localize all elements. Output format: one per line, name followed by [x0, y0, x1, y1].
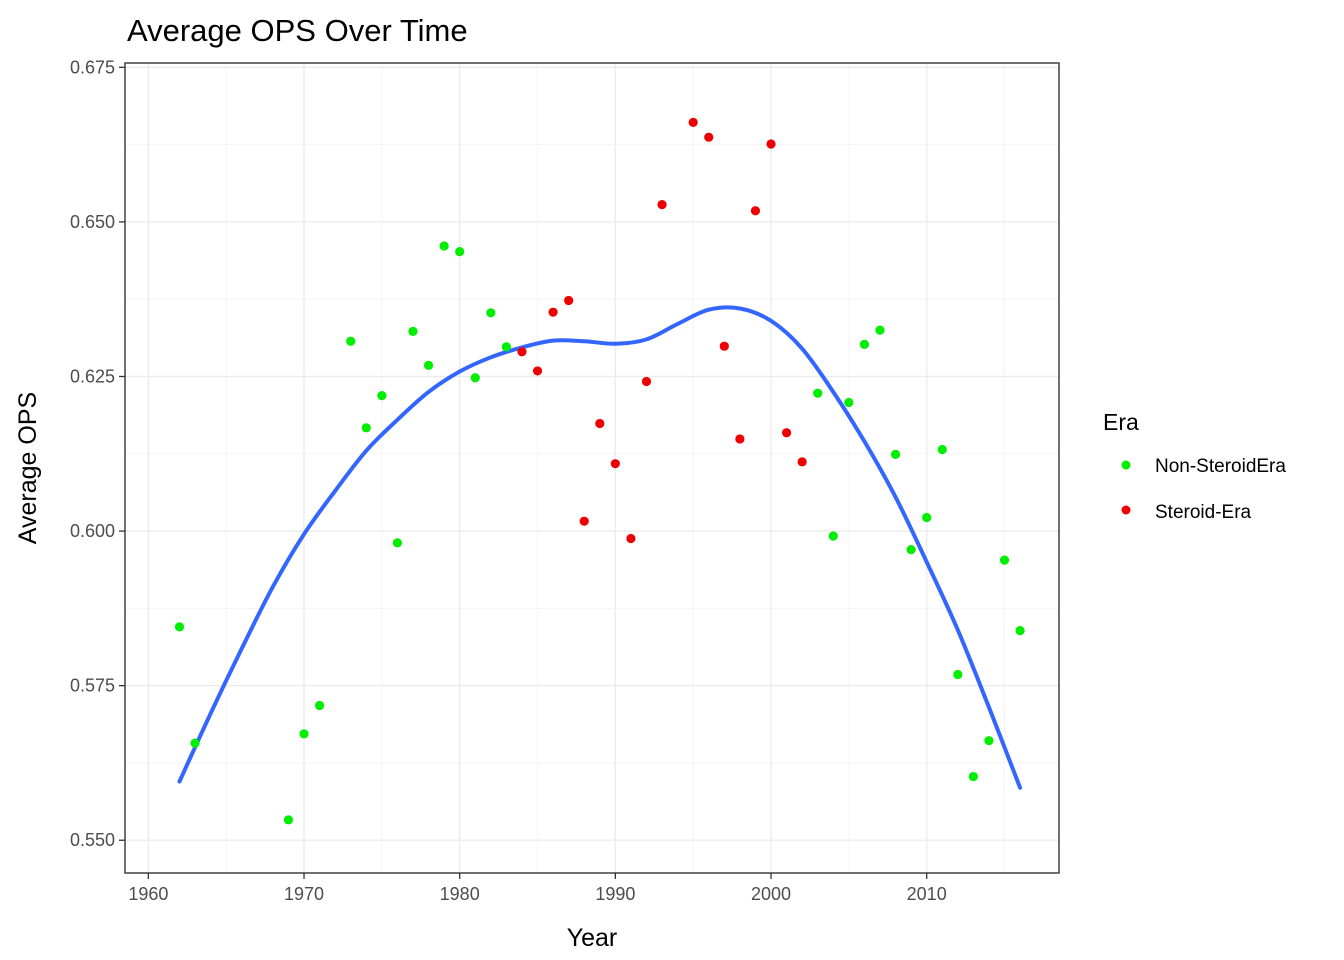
point-non-steroidera-1963 [190, 738, 200, 748]
x-axis-title: Year [567, 924, 618, 952]
legend-label-steroid: Steroid-Era [1155, 502, 1252, 523]
point-steroid-era-1996 [704, 132, 714, 142]
point-non-steroidera-2005 [844, 397, 854, 408]
legend-key-steroid [1121, 505, 1131, 515]
point-steroid-era-1988 [579, 516, 589, 526]
x-tick-label: 1990 [595, 884, 635, 904]
point-steroid-era-2001 [781, 428, 792, 438]
point-non-steroidera-2016 [1015, 626, 1025, 636]
x-tick-label: 2000 [751, 884, 791, 904]
point-non-steroidera-1969 [283, 815, 294, 825]
point-non-steroidera-2004 [828, 531, 838, 541]
data-points [174, 117, 1025, 825]
y-tick-label: 0.675 [70, 57, 115, 77]
x-tick-label: 1980 [440, 884, 480, 904]
point-non-steroidera-1976 [392, 538, 403, 548]
point-steroid-era-1985 [532, 366, 543, 376]
y-axis: 0.550 0.575 0.600 0.625 0.650 0.675 [70, 57, 125, 850]
point-non-steroidera-2015 [999, 555, 1010, 565]
point-steroid-era-2002 [797, 457, 807, 467]
point-steroid-era-1995 [688, 117, 698, 127]
point-steroid-era-1997 [719, 341, 729, 351]
point-non-steroidera-1971 [314, 700, 325, 711]
point-non-steroidera-1983 [501, 342, 511, 352]
plot-panel-border [124, 62, 1060, 874]
x-tick-label: 1970 [284, 884, 324, 904]
point-steroid-era-1998 [735, 434, 745, 444]
point-steroid-era-1999 [750, 206, 761, 216]
chart-title: Average OPS Over Time [127, 13, 468, 48]
legend: Era Non-SteroidEra Steroid-Era [1103, 409, 1286, 523]
legend-title: Era [1103, 409, 1139, 435]
x-tick-label: 1960 [128, 884, 168, 904]
y-tick-label: 0.575 [70, 676, 115, 696]
y-tick-label: 0.550 [70, 830, 115, 850]
point-non-steroidera-2010 [922, 512, 932, 523]
x-axis: 1960 1970 1980 1990 2000 2010 [128, 873, 947, 904]
point-non-steroidera-1978 [423, 360, 434, 370]
point-non-steroidera-2006 [859, 339, 870, 349]
y-tick-label: 0.625 [70, 366, 115, 386]
point-non-steroidera-1973 [346, 336, 356, 346]
x-tick-label: 2010 [907, 884, 947, 904]
y-axis-title: Average OPS [14, 392, 42, 544]
point-non-steroidera-2009 [906, 545, 916, 555]
point-non-steroidera-1981 [470, 373, 480, 383]
point-non-steroidera-2014 [984, 736, 994, 746]
grid [125, 63, 1059, 873]
point-non-steroidera-2012 [953, 669, 963, 680]
point-non-steroidera-1975 [377, 391, 387, 401]
point-non-steroidera-1962 [174, 622, 185, 632]
legend-label-non-steroid: Non-SteroidEra [1155, 456, 1286, 477]
point-non-steroidera-1982 [486, 308, 496, 318]
point-non-steroidera-2013 [968, 771, 978, 782]
point-non-steroidera-1980 [455, 246, 465, 257]
point-steroid-era-2000 [766, 139, 776, 149]
point-steroid-era-1990 [610, 459, 620, 469]
smooth-trend-line [177, 305, 1023, 790]
point-steroid-era-1991 [626, 533, 636, 544]
point-non-steroidera-1974 [361, 423, 371, 433]
point-non-steroidera-2007 [875, 325, 885, 335]
smooth-line-layer [177, 305, 1023, 790]
point-non-steroidera-1979 [439, 241, 449, 251]
point-non-steroidera-1977 [408, 326, 418, 336]
y-tick-label: 0.650 [70, 212, 115, 232]
point-non-steroidera-2003 [813, 388, 823, 398]
point-non-steroidera-2011 [937, 444, 947, 455]
point-steroid-era-1992 [641, 376, 652, 387]
point-non-steroidera-1970 [299, 729, 309, 739]
y-tick-label: 0.600 [70, 521, 115, 541]
point-steroid-era-1993 [657, 200, 667, 210]
point-steroid-era-1986 [548, 307, 558, 317]
legend-key-non-steroid [1121, 460, 1131, 470]
point-non-steroidera-2008 [890, 449, 901, 459]
point-steroid-era-1987 [564, 295, 574, 306]
point-steroid-era-1984 [517, 347, 527, 357]
point-steroid-era-1989 [595, 418, 605, 429]
